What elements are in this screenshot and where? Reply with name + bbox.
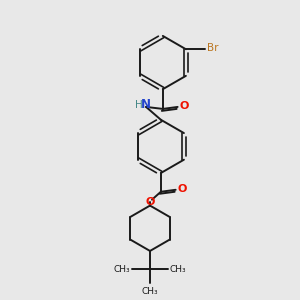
Text: O: O	[145, 196, 155, 207]
Text: O: O	[178, 184, 187, 194]
Text: H: H	[135, 100, 143, 110]
Text: O: O	[180, 101, 189, 111]
Text: CH₃: CH₃	[142, 287, 158, 296]
Text: CH₃: CH₃	[170, 265, 186, 274]
Text: Br: Br	[207, 43, 218, 53]
Text: N: N	[141, 98, 151, 112]
Text: CH₃: CH₃	[114, 265, 130, 274]
